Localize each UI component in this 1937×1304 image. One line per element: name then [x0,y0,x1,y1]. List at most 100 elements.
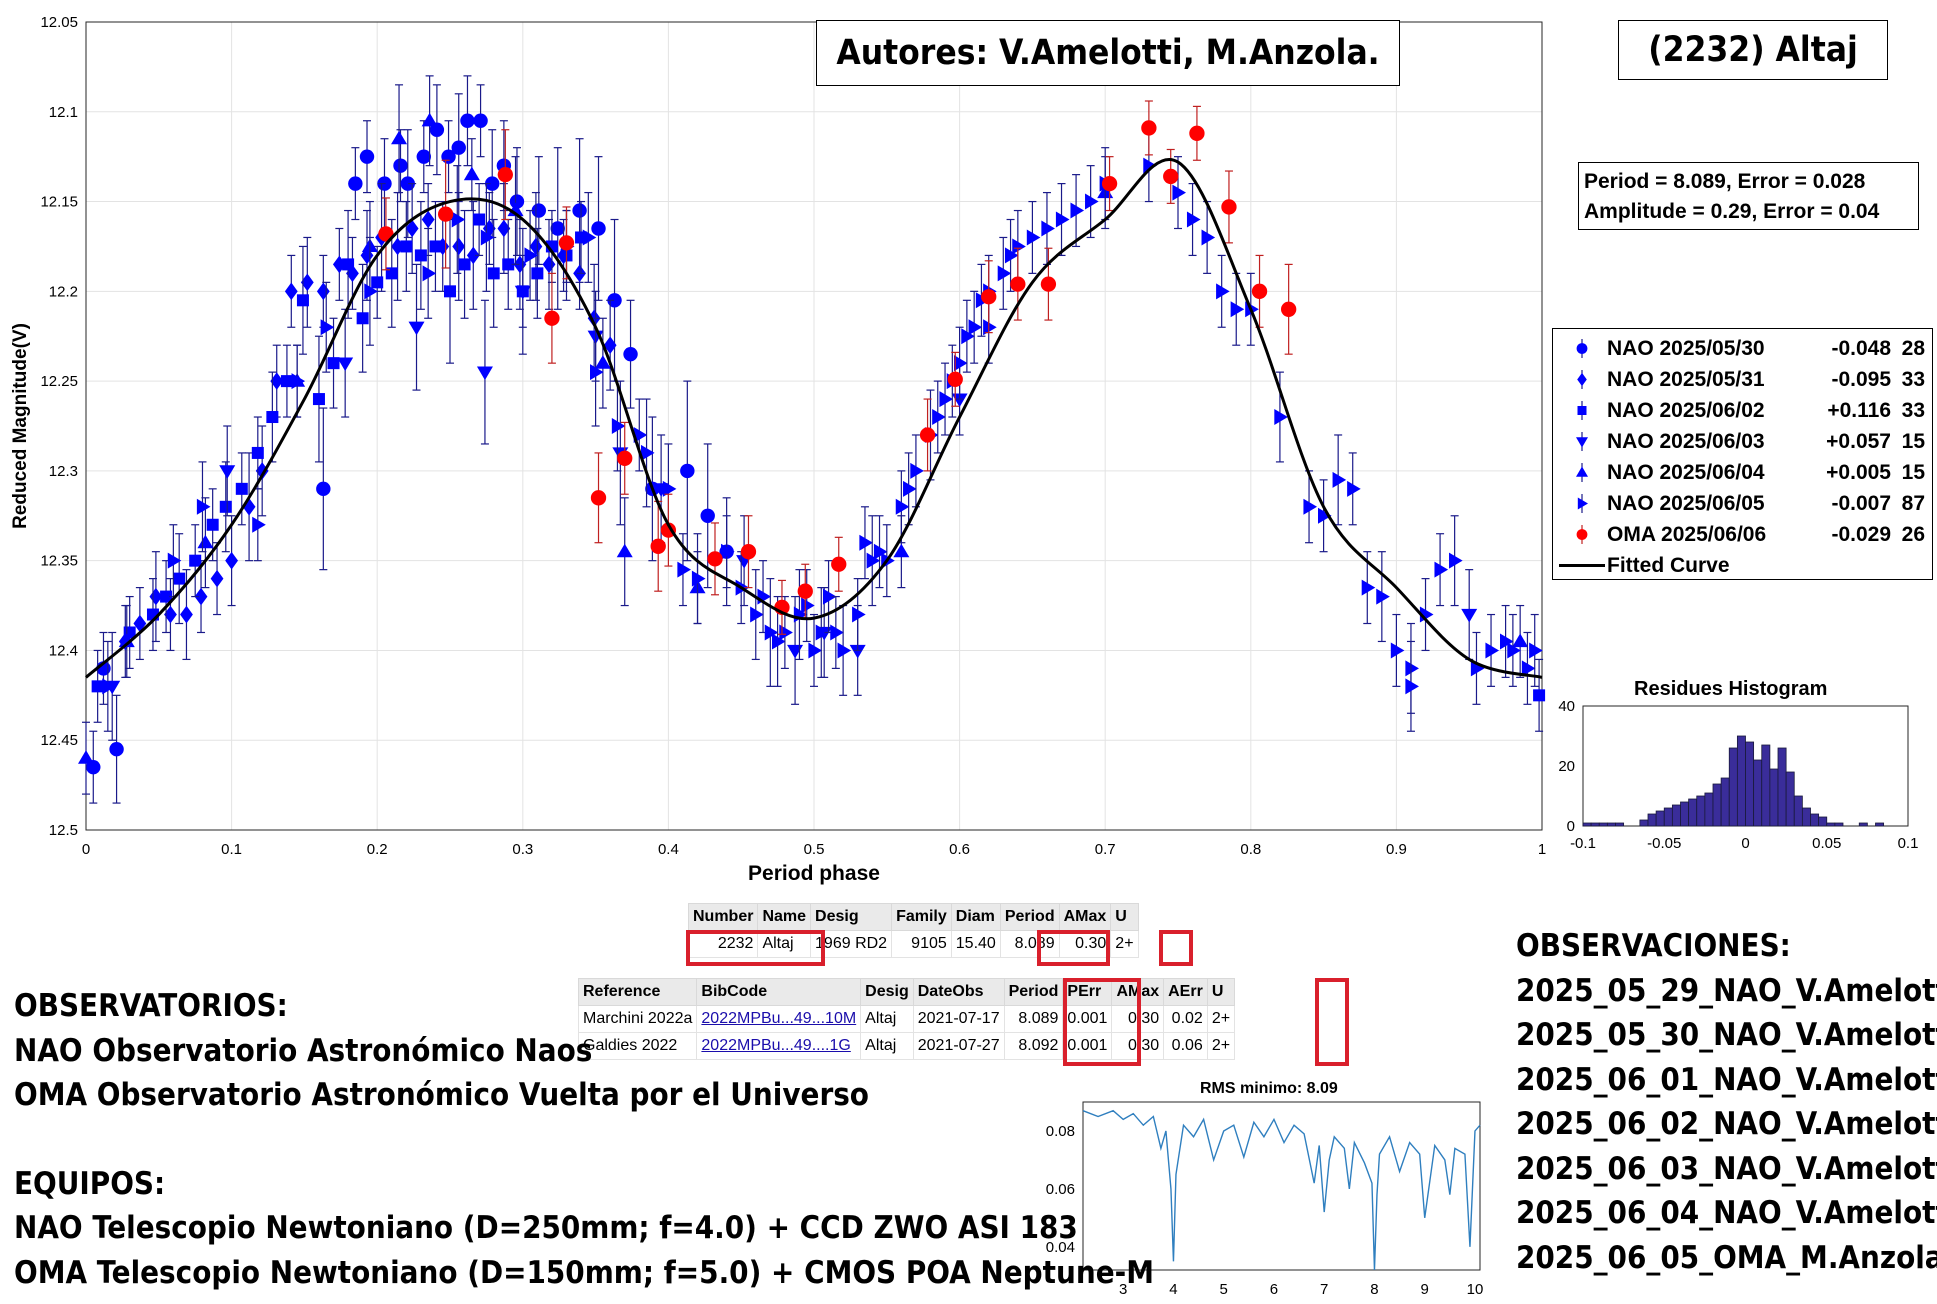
data-point [837,642,852,659]
legend-entry: NAO 2025/06/04 +0.005 15 [1553,457,1932,488]
legend-marker [1576,463,1588,482]
y-tick-label: 12.15 [40,194,78,211]
histogram-bar [1875,822,1885,827]
data-point [873,543,888,560]
data-point [225,551,238,570]
data-point [416,149,431,164]
legend-name: NAO 2025/06/03 [1607,430,1765,453]
data-point [408,321,425,336]
data-point [421,210,435,229]
legend-entry: OMA 2025/06/06 -0.029 26 [1553,519,1932,550]
data-point [242,498,256,516]
legend-count: 15 [1901,461,1925,484]
residues-histogram: -0.1 -0.05 0 0.05 0.1 0 20 40 [1558,698,1918,852]
series-1 [86,75,734,804]
table-cell: 2+ [1110,930,1139,958]
histogram-bar [1639,819,1649,827]
data-point [997,265,1012,282]
y-tick-label: 12.45 [40,732,78,749]
legend-name: Fitted Curve [1607,554,1730,577]
table-header-cell: Period [999,903,1060,931]
authors-box: Autores: V.Amelotti, M.Anzola. [816,20,1400,86]
data-point [603,336,617,354]
table-header-cell: AErr [1163,978,1208,1006]
equipo-oma: OMA Telescopio Newtoniano (D=150mm; f=5.… [14,1254,1154,1291]
legend-entry-fitted-curve: Fitted Curve [1553,550,1932,581]
data-point [947,371,963,387]
table-cell: 0.06 [1163,1032,1208,1060]
histogram-bar [1663,807,1673,827]
data-point [1163,168,1179,185]
bibcode-link[interactable]: 2022MPBu...49...10M [701,1010,857,1027]
data-point [764,624,779,641]
data-point [414,249,427,262]
legend-name: OMA 2025/06/06 [1607,523,1767,546]
data-point [983,319,997,336]
table-header-cell: Family [891,903,952,931]
data-point [1533,689,1546,702]
observatorio-nao: NAO Observatorio Astronómico Naos [14,1032,593,1069]
data-point [910,462,924,479]
data-point [1186,211,1201,228]
data-point [194,587,208,606]
histogram-bar [1615,822,1625,827]
legend-marker-shape [1577,497,1588,510]
series-7 [378,100,1297,635]
data-point [750,606,764,623]
data-point [1347,480,1361,497]
bibcode-link[interactable]: 2022MPBu...49....1G [701,1037,851,1054]
legend-count: 15 [1901,430,1925,453]
histogram-bar [1826,822,1836,827]
histogram-bar [1818,816,1828,827]
table-header-cell: U [1206,978,1236,1006]
data-point [391,130,408,145]
table-cell: 2021-07-27 [912,1032,1005,1060]
table-cell: 2232 [687,930,759,958]
data-point [422,265,437,282]
data-point [677,561,691,578]
data-point [359,149,375,164]
data-point [919,427,936,443]
data-point [497,166,513,183]
y-tick-label: 12.05 [40,14,78,31]
hist-x-tick-label: 0 [1741,835,1749,852]
legend-marker-shape [1576,437,1588,448]
data-point [939,391,954,408]
x-tick-label: 0.5 [804,841,825,858]
data-point [173,572,186,585]
data-point [451,211,466,228]
data-point [830,624,844,641]
legend-marker-shape [1576,529,1588,540]
data-point [421,112,438,127]
data-point [1512,633,1529,648]
histogram-bar [1728,747,1738,827]
data-point [300,273,314,292]
data-point [1070,202,1085,219]
data-point [1040,276,1057,292]
rms-y-tick-label: 0.06 [1046,1181,1075,1198]
data-point [893,543,910,558]
data-point [895,498,910,515]
observaciones-block: OBSERVACIONES: 2025_05_29_NAO_V.Amelotti… [1516,924,1937,1280]
series-2 [118,183,617,678]
data-point [378,226,394,242]
fitted-curve [85,158,1543,679]
histogram-bar [1745,741,1755,827]
rms-line [1082,1109,1481,1271]
y-tick-label: 12.2 [49,283,78,300]
data-point [558,235,575,251]
table-cell: 0.001 [1062,1032,1113,1060]
data-point [364,283,378,300]
legend-offset: +0.116 [1827,399,1891,422]
data-point [529,237,543,256]
data-point [452,237,466,256]
highlight-period [1037,930,1110,966]
observacion-4: 2025_06_02_NAO_V.Amelotti [1516,1106,1937,1142]
histogram-bar [1606,822,1616,827]
data-point [981,289,997,305]
authors-text: Autores: V.Amelotti, M.Anzola. [836,33,1380,73]
data-point [779,624,793,641]
data-point [385,267,398,280]
lightcurve-plot: 0 0.1 0.2 0.3 0.4 0.5 0.6 0.7 0.8 0.9 1 12.05 12.1 12… [10,14,1546,885]
histogram-bar [1590,822,1600,827]
